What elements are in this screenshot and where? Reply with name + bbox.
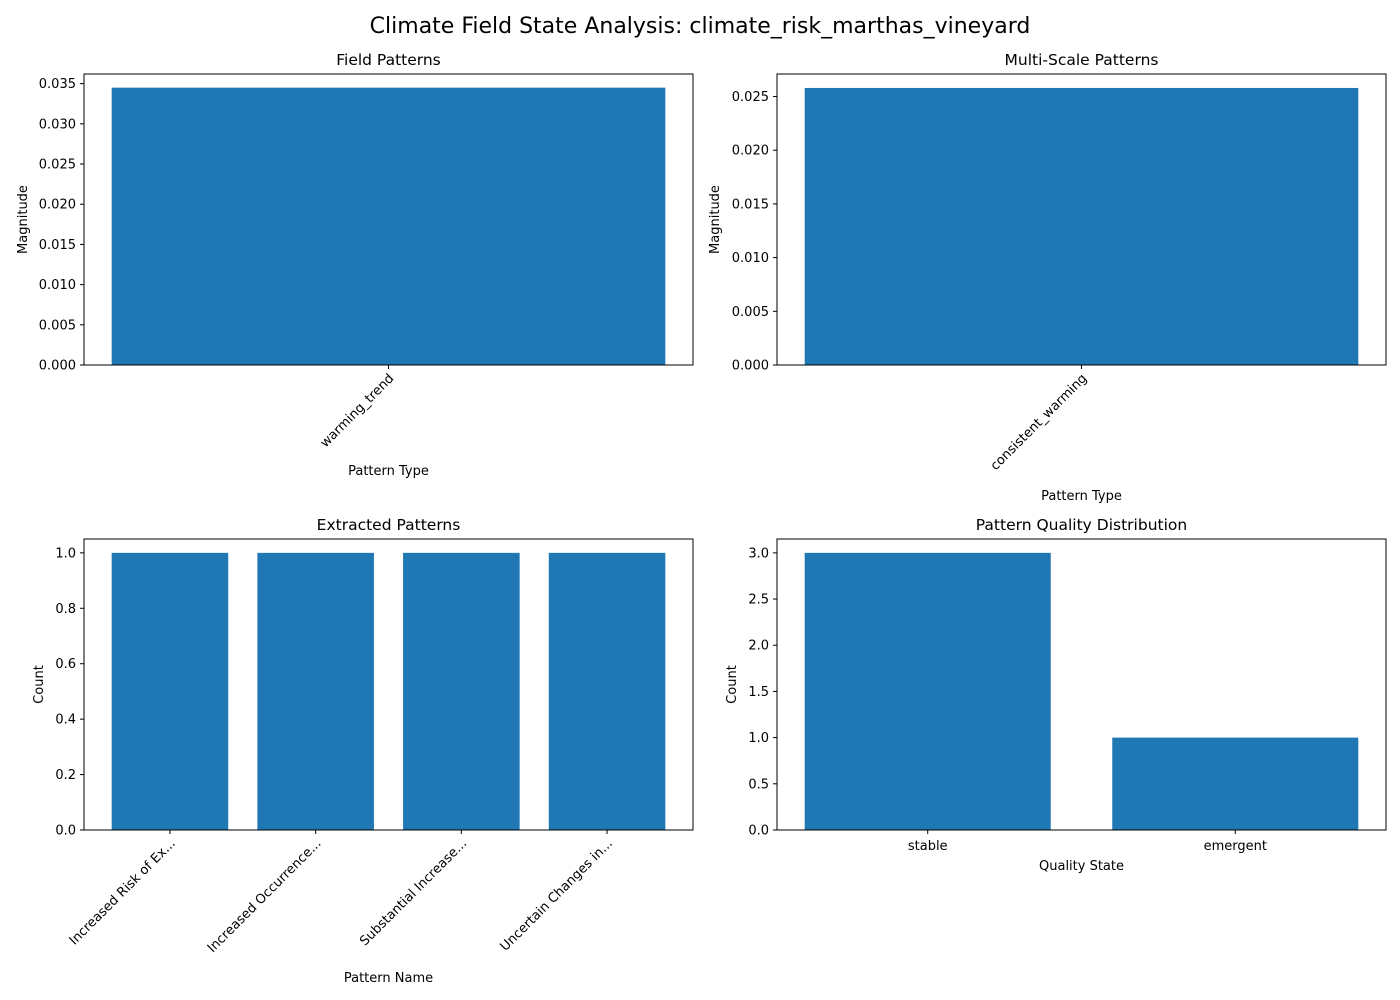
figure-title: Climate Field State Analysis: climate_ri…: [369, 14, 1031, 39]
y-tick-label: 0.025: [732, 90, 769, 105]
bar-substantial-increase: [403, 552, 520, 830]
chart-title: Extracted Patterns: [317, 516, 461, 534]
chart-title: Pattern Quality Distribution: [976, 516, 1187, 534]
y-tick-label: 1.0: [55, 546, 76, 561]
y-tick-label: 0.010: [39, 278, 76, 293]
bar-consistent-warming: [804, 87, 1359, 366]
bar-emergent: [1112, 737, 1359, 830]
y-tick-label: 0.000: [39, 359, 76, 374]
y-tick-label: 0.005: [732, 305, 769, 320]
bar-uncertain-changes-in: [548, 552, 666, 830]
y-tick-label: 0.4: [55, 713, 76, 728]
y-axis-label: Count: [32, 665, 47, 704]
y-tick-label: 0.8: [55, 602, 76, 617]
x-axis-label: Quality State: [1039, 859, 1124, 874]
y-tick-label: 1.0: [748, 731, 769, 746]
y-tick-label: 0.0: [748, 824, 769, 839]
y-tick-label: 0.2: [55, 768, 76, 783]
y-tick-label: 0.005: [39, 318, 76, 333]
y-tick-label: 0.010: [732, 251, 769, 266]
y-tick-label: 3.0: [748, 546, 769, 561]
y-tick-label: 0.0: [55, 824, 76, 839]
y-tick-label: 0.000: [732, 359, 769, 374]
y-tick-label: 0.6: [55, 657, 76, 672]
bar-warming-trend: [111, 87, 666, 366]
bar-increased-occurrence: [257, 552, 374, 830]
y-tick-label: 0.030: [39, 117, 76, 132]
y-tick-label: 0.020: [732, 144, 769, 159]
x-axis-label: Pattern Type: [348, 464, 429, 479]
y-tick-label: 0.035: [39, 77, 76, 92]
x-axis-label: Pattern Type: [1041, 489, 1122, 504]
y-tick-label: 0.5: [748, 777, 769, 792]
y-tick-label: 0.020: [39, 198, 76, 213]
x-tick-label: emergent: [1204, 839, 1267, 854]
y-axis-label: Count: [725, 665, 740, 704]
x-axis-label: Pattern Name: [344, 971, 433, 986]
y-tick-label: 0.025: [39, 158, 76, 173]
chart-title: Multi-Scale Patterns: [1005, 51, 1159, 69]
y-axis-label: Magnitude: [708, 185, 723, 254]
y-tick-label: 0.015: [732, 197, 769, 212]
y-tick-label: 0.015: [39, 238, 76, 253]
chart-title: Field Patterns: [336, 51, 441, 69]
x-tick-label: stable: [908, 839, 948, 854]
y-tick-label: 2.5: [748, 593, 769, 608]
y-tick-label: 1.5: [748, 685, 769, 700]
bar-stable: [804, 552, 1051, 830]
y-tick-label: 2.0: [748, 639, 769, 654]
axes-frame: [83, 538, 694, 831]
axes-frame: [776, 538, 1387, 831]
y-axis-label: Magnitude: [16, 185, 31, 254]
bar-increased-risk-of-ex: [111, 552, 229, 830]
